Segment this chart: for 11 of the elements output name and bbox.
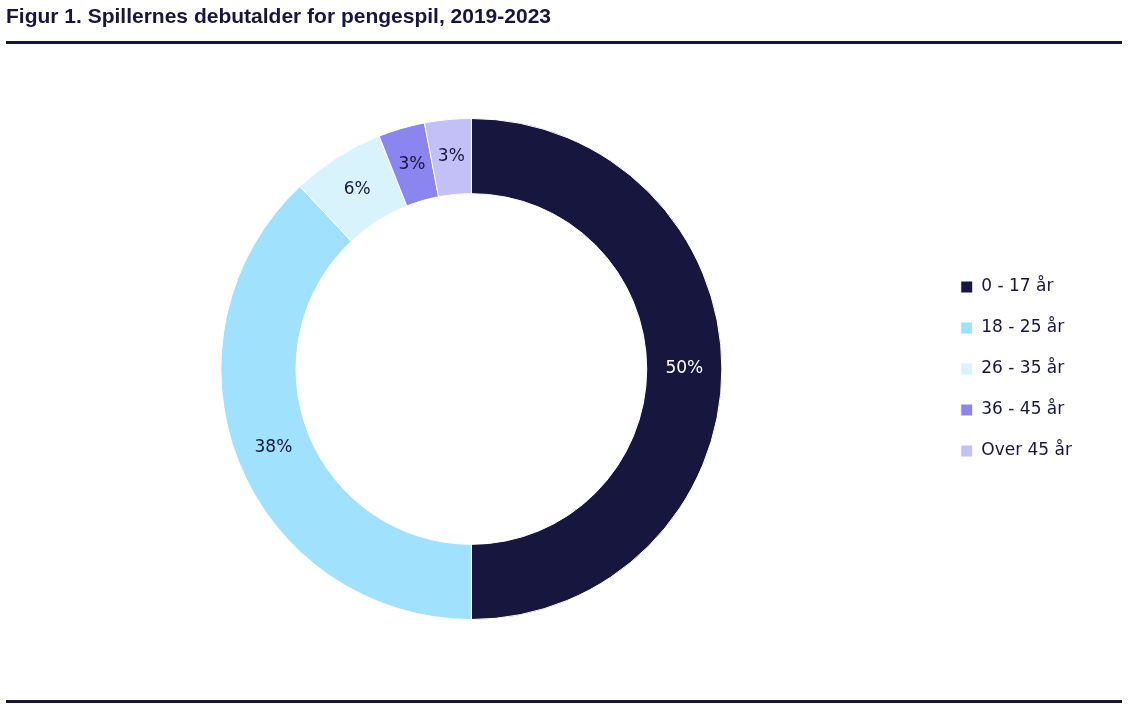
chart-title: Figur 1. Spillernes debutalder for pengespil, 2019-2023 (6, 0, 1122, 44)
data-label: 6% (343, 177, 371, 198)
legend-label: 26 - 35 år (981, 357, 1065, 378)
legend-label: 18 - 25 år (981, 316, 1065, 337)
data-label: 38% (254, 435, 293, 456)
legend-label: Over 45 år (981, 439, 1073, 460)
data-label: 3% (398, 152, 426, 173)
data-label: 50% (665, 357, 704, 378)
legend-label: 36 - 45 år (981, 398, 1065, 419)
data-label: 3% (437, 145, 465, 166)
legend-label: 0 - 17 år (981, 275, 1054, 296)
